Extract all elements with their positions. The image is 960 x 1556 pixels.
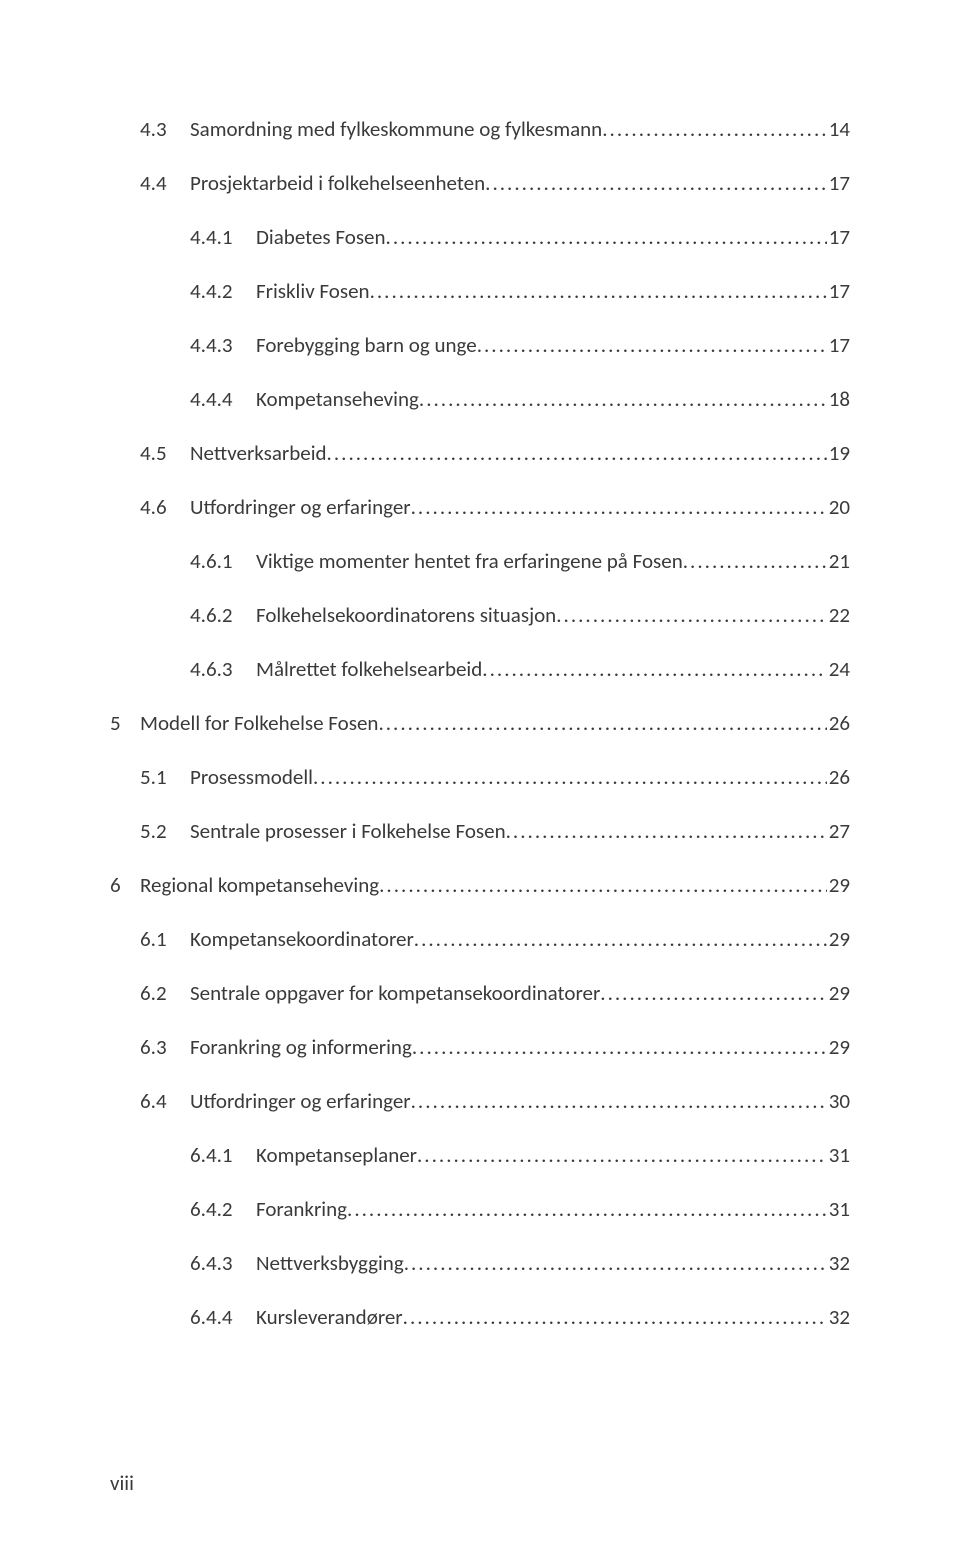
toc-leader bbox=[600, 980, 826, 1006]
toc-entry: 4.6.2Folkehelsekoordinatorens situasjon … bbox=[110, 602, 850, 628]
toc-leader bbox=[411, 1088, 827, 1114]
toc-page: 17 bbox=[827, 332, 850, 358]
toc-page: 17 bbox=[827, 278, 850, 304]
page-number-footer: viii bbox=[110, 1470, 134, 1496]
toc-label: 5.2Sentrale prosesser i Folkehelse Fosen bbox=[140, 818, 506, 844]
toc-entry: 6.4.1Kompetanseplaner 31 bbox=[110, 1142, 850, 1168]
toc-entry: 4.6Utfordringer og erfaringer 20 bbox=[110, 494, 850, 520]
toc-entry: 4.4.2Friskliv Fosen 17 bbox=[110, 278, 850, 304]
toc-page: 17 bbox=[827, 170, 850, 196]
toc-leader bbox=[683, 548, 827, 574]
toc-label: 4.4Prosjektarbeid i folkehelseenheten bbox=[140, 170, 485, 196]
toc-entry: 6Regional kompetanseheving 29 bbox=[110, 872, 850, 898]
toc-label: 6.4.1Kompetanseplaner bbox=[190, 1142, 417, 1168]
toc-page: 30 bbox=[827, 1088, 850, 1114]
toc-entry: 4.6.3Målrettet folkehelsearbeid 24 bbox=[110, 656, 850, 682]
toc-leader bbox=[404, 1250, 827, 1276]
toc-entry: 6.4.3Nettverksbygging 32 bbox=[110, 1250, 850, 1276]
toc-leader bbox=[379, 872, 827, 898]
toc-label: 6.4Utfordringer og erfaringer bbox=[140, 1088, 411, 1114]
toc-page: 29 bbox=[827, 1034, 850, 1060]
toc-leader bbox=[417, 1142, 827, 1168]
toc-label: 4.5Nettverksarbeid bbox=[140, 440, 327, 466]
toc-entry: 6.1Kompetansekoordinatorer 29 bbox=[110, 926, 850, 952]
toc-label: 4.4.4Kompetanseheving bbox=[190, 386, 419, 412]
toc-entry: 6.4.4Kursleverandører 32 bbox=[110, 1304, 850, 1330]
toc-leader bbox=[378, 710, 826, 736]
toc-entry: 6.2Sentrale oppgaver for kompetansekoord… bbox=[110, 980, 850, 1006]
toc-page: 29 bbox=[827, 980, 850, 1006]
toc-label: 6.2Sentrale oppgaver for kompetansekoord… bbox=[140, 980, 600, 1006]
toc-page: 31 bbox=[827, 1196, 850, 1222]
document-page: 4.3Samordning med fylkeskommune og fylke… bbox=[0, 0, 960, 1556]
toc-label: 6.3Forankring og informering bbox=[140, 1034, 412, 1060]
toc-leader bbox=[485, 170, 827, 196]
toc-leader bbox=[313, 764, 827, 790]
toc-leader bbox=[419, 386, 827, 412]
toc-leader bbox=[370, 278, 827, 304]
toc-entry: 6.4Utfordringer og erfaringer 30 bbox=[110, 1088, 850, 1114]
toc-entry: 6.4.2Forankring 31 bbox=[110, 1196, 850, 1222]
toc-label: 4.6.1Viktige momenter hentet fra erfarin… bbox=[190, 548, 683, 574]
toc-leader bbox=[411, 494, 827, 520]
toc-leader bbox=[506, 818, 827, 844]
toc-leader bbox=[602, 116, 826, 142]
toc-entry: 5.2Sentrale prosesser i Folkehelse Fosen… bbox=[110, 818, 850, 844]
toc-entry: 4.3Samordning med fylkeskommune og fylke… bbox=[110, 116, 850, 142]
toc-label: 4.6.2Folkehelsekoordinatorens situasjon bbox=[190, 602, 556, 628]
toc-page: 17 bbox=[827, 224, 850, 250]
toc-leader bbox=[477, 332, 827, 358]
toc-leader bbox=[556, 602, 826, 628]
toc-page: 20 bbox=[827, 494, 850, 520]
toc-label: 5.1Prosessmodell bbox=[140, 764, 313, 790]
toc-entry: 4.5Nettverksarbeid 19 bbox=[110, 440, 850, 466]
toc-label: 4.4.1Diabetes Fosen bbox=[190, 224, 386, 250]
toc-leader bbox=[482, 656, 826, 682]
toc-leader bbox=[414, 926, 827, 952]
toc-page: 29 bbox=[827, 926, 850, 952]
toc-entry: 4.4.4Kompetanseheving 18 bbox=[110, 386, 850, 412]
toc-page: 22 bbox=[827, 602, 850, 628]
toc-page: 29 bbox=[827, 872, 850, 898]
toc-leader bbox=[403, 1304, 827, 1330]
toc-label: 4.6Utfordringer og erfaringer bbox=[140, 494, 411, 520]
toc-label: 6.4.3Nettverksbygging bbox=[190, 1250, 404, 1276]
toc-page: 24 bbox=[827, 656, 850, 682]
toc-label: 4.4.2Friskliv Fosen bbox=[190, 278, 370, 304]
toc-entry: 5Modell for Folkehelse Fosen 26 bbox=[110, 710, 850, 736]
toc-entry: 4.4Prosjektarbeid i folkehelseenheten 17 bbox=[110, 170, 850, 196]
toc-label: 6.4.2Forankring bbox=[190, 1196, 347, 1222]
toc-leader bbox=[347, 1196, 827, 1222]
toc-page: 19 bbox=[827, 440, 850, 466]
toc-page: 21 bbox=[827, 548, 850, 574]
toc-page: 26 bbox=[827, 764, 850, 790]
toc-label: 6.1Kompetansekoordinatorer bbox=[140, 926, 414, 952]
toc-label: 6.4.4Kursleverandører bbox=[190, 1304, 403, 1330]
toc-label: 6Regional kompetanseheving bbox=[110, 872, 379, 898]
toc-entry: 4.6.1Viktige momenter hentet fra erfarin… bbox=[110, 548, 850, 574]
toc-label: 4.6.3Målrettet folkehelsearbeid bbox=[190, 656, 482, 682]
toc-entry: 4.4.3Forebygging barn og unge 17 bbox=[110, 332, 850, 358]
toc-label: 5Modell for Folkehelse Fosen bbox=[110, 710, 378, 736]
toc-page: 18 bbox=[827, 386, 850, 412]
toc-page: 32 bbox=[827, 1250, 850, 1276]
toc-page: 27 bbox=[827, 818, 850, 844]
toc-label: 4.4.3Forebygging barn og unge bbox=[190, 332, 477, 358]
toc-entry: 4.4.1Diabetes Fosen 17 bbox=[110, 224, 850, 250]
toc-entry: 6.3Forankring og informering 29 bbox=[110, 1034, 850, 1060]
toc-page: 14 bbox=[827, 116, 850, 142]
toc-label: 4.3Samordning med fylkeskommune og fylke… bbox=[140, 116, 602, 142]
toc-leader bbox=[327, 440, 827, 466]
toc-page: 26 bbox=[827, 710, 850, 736]
toc-page: 32 bbox=[827, 1304, 850, 1330]
toc-leader bbox=[412, 1034, 827, 1060]
toc-leader bbox=[386, 224, 827, 250]
toc-page: 31 bbox=[827, 1142, 850, 1168]
toc-entry: 5.1Prosessmodell 26 bbox=[110, 764, 850, 790]
